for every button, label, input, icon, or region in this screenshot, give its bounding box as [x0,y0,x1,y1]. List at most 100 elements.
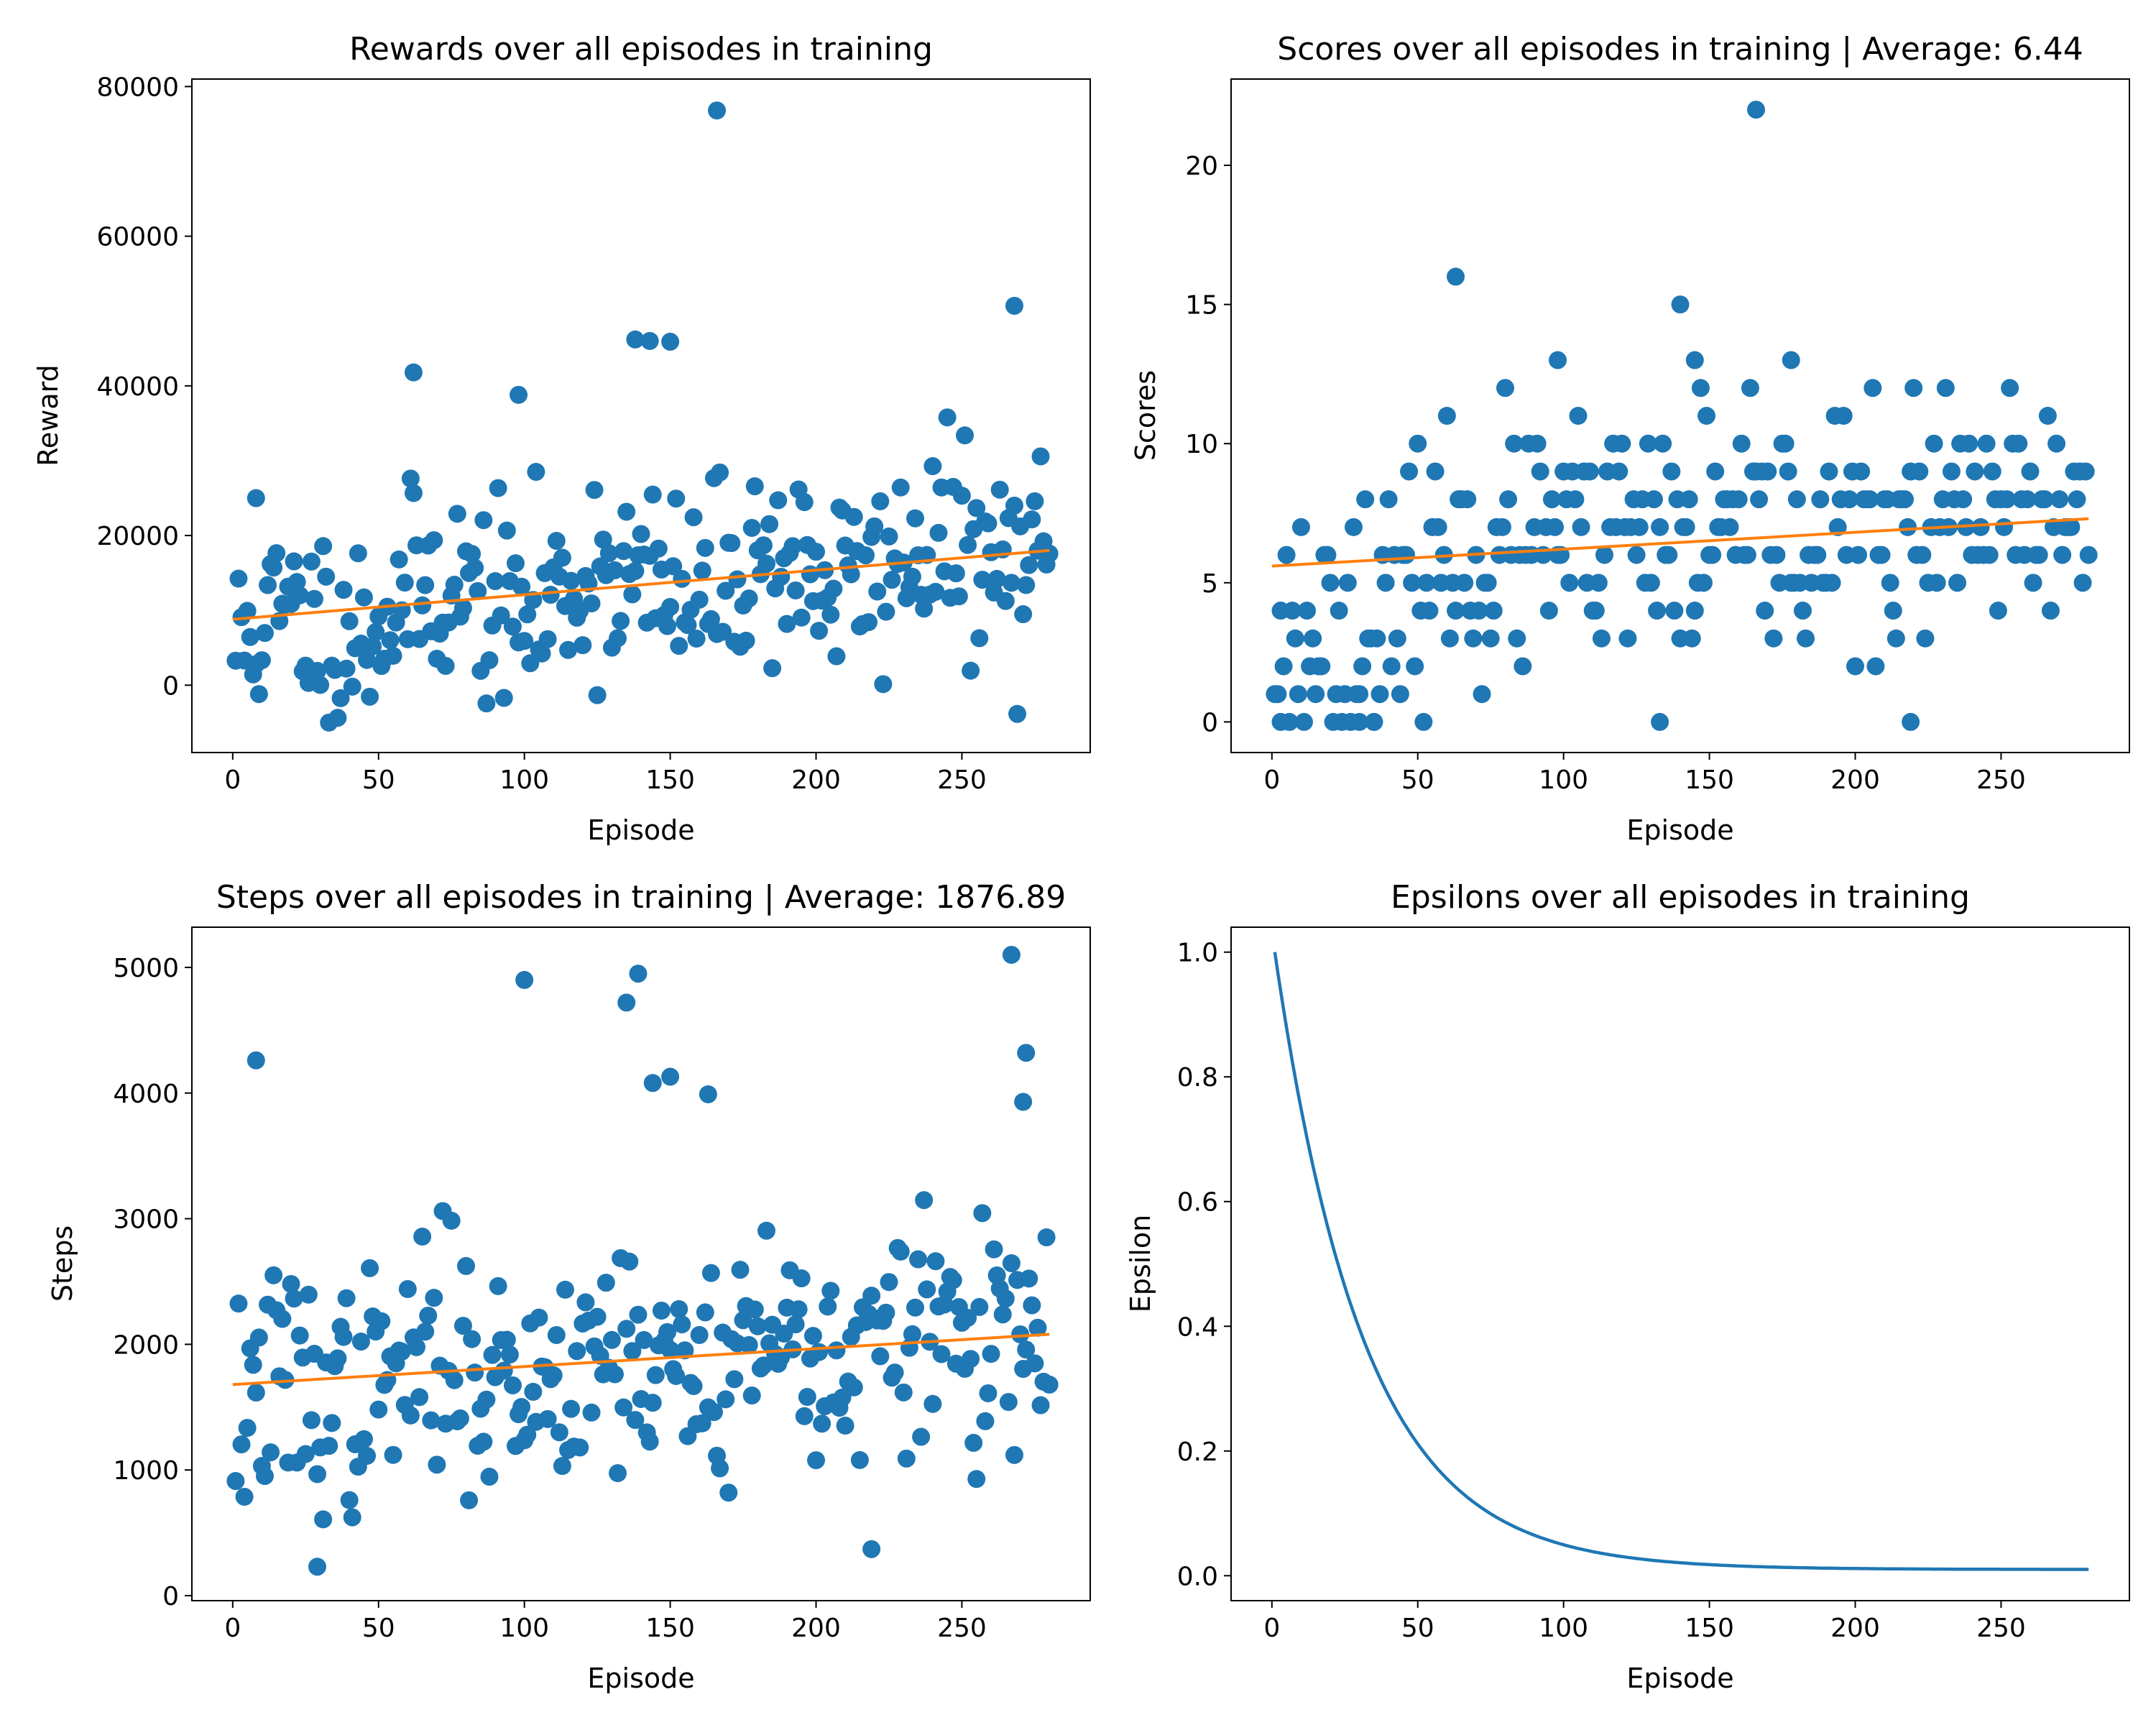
data-point [678,616,697,635]
scores-y-axis-label: Scores [1130,370,1161,461]
data-point [617,1320,636,1338]
data-point [894,1383,913,1402]
data-point [871,1347,890,1366]
data-point [1977,434,1996,453]
data-point [1531,462,1549,481]
data-point [833,1388,852,1407]
data-point [1659,546,1678,564]
data-point [629,965,648,983]
data-point [880,527,898,546]
data-point [979,1384,998,1402]
data-point [425,1289,443,1307]
data-point [1429,518,1447,536]
data-point [1011,1325,1030,1343]
y-tick-label: 15 [1185,291,1218,321]
data-point [1729,490,1748,509]
data-point [285,1289,303,1308]
data-point [1298,602,1317,620]
data-point [2079,546,2098,564]
data-point [740,589,758,608]
data-point [658,617,677,635]
data-point [544,1366,563,1385]
data-point [1406,657,1424,676]
data-point [635,1330,653,1349]
data-point [512,1398,531,1417]
y-tick-label: 0 [162,1582,179,1611]
data-point [1040,544,1059,563]
data-point [737,631,755,650]
data-point [731,1261,750,1279]
data-point [2047,434,2066,453]
data-point [1417,574,1436,592]
data-point [416,1322,435,1341]
data-point [643,1074,662,1092]
plot-frame [1230,926,2130,1601]
data-point [463,545,482,564]
data-point [358,650,377,669]
data-point [1732,434,1751,453]
data-point [1277,546,1296,564]
data-point [926,1252,945,1271]
data-point [612,612,630,630]
data-point [1356,490,1375,509]
data-point [722,534,741,553]
data-point [874,675,893,694]
data-point [1370,685,1389,704]
data-point [331,689,350,707]
data-point [1586,602,1605,620]
data-point [932,1345,951,1363]
data-point [547,531,566,550]
data-point [1852,462,1871,481]
data-point [1899,518,1917,536]
data-point [1595,546,1613,564]
data-point [626,561,645,580]
trend-line [1271,517,2089,568]
data-point [652,1301,671,1320]
data-point [632,525,650,543]
data-point [1651,712,1669,731]
data-point [609,629,627,648]
data-point [1350,712,1369,731]
data-point [367,622,385,641]
data-point [955,426,974,445]
data-point [728,570,747,589]
plot-frame [1230,78,2130,753]
x-tick-label: 100 [499,1614,549,1643]
data-point [390,550,408,569]
data-point [1268,685,1287,704]
data-point [395,574,414,592]
data-point [436,656,455,675]
data-point [1840,490,1858,509]
data-point [962,661,980,680]
y-tick-label: 20 [1185,152,1218,181]
x-tick-label: 250 [937,765,987,795]
data-point [1849,546,1868,564]
data-point [959,1309,977,1328]
data-point [1671,295,1690,314]
data-point [302,552,321,571]
data-point [667,489,686,508]
data-point [2053,546,2072,564]
data-point [314,1510,333,1529]
data-point [1627,546,1646,564]
data-point [524,1382,543,1401]
data-point [299,1285,318,1304]
y-tick-label: 4000 [113,1080,179,1109]
data-point [714,622,732,641]
trend-line [232,1333,1050,1386]
data-point [384,1445,402,1464]
data-point [1884,602,1902,620]
x-tick-label: 100 [1539,1614,1588,1643]
data-point [416,576,435,594]
rewards-y-axis-label: Reward [32,364,64,466]
data-point [1966,462,1984,481]
data-point [404,363,423,382]
x-tick-label: 100 [499,765,549,795]
steps-chart-title: Steps over all episodes in training | Av… [216,879,1066,916]
data-point [623,1342,642,1361]
data-point [483,1346,502,1364]
data-point [1750,490,1769,509]
data-point [967,499,986,518]
data-point [497,1330,516,1349]
